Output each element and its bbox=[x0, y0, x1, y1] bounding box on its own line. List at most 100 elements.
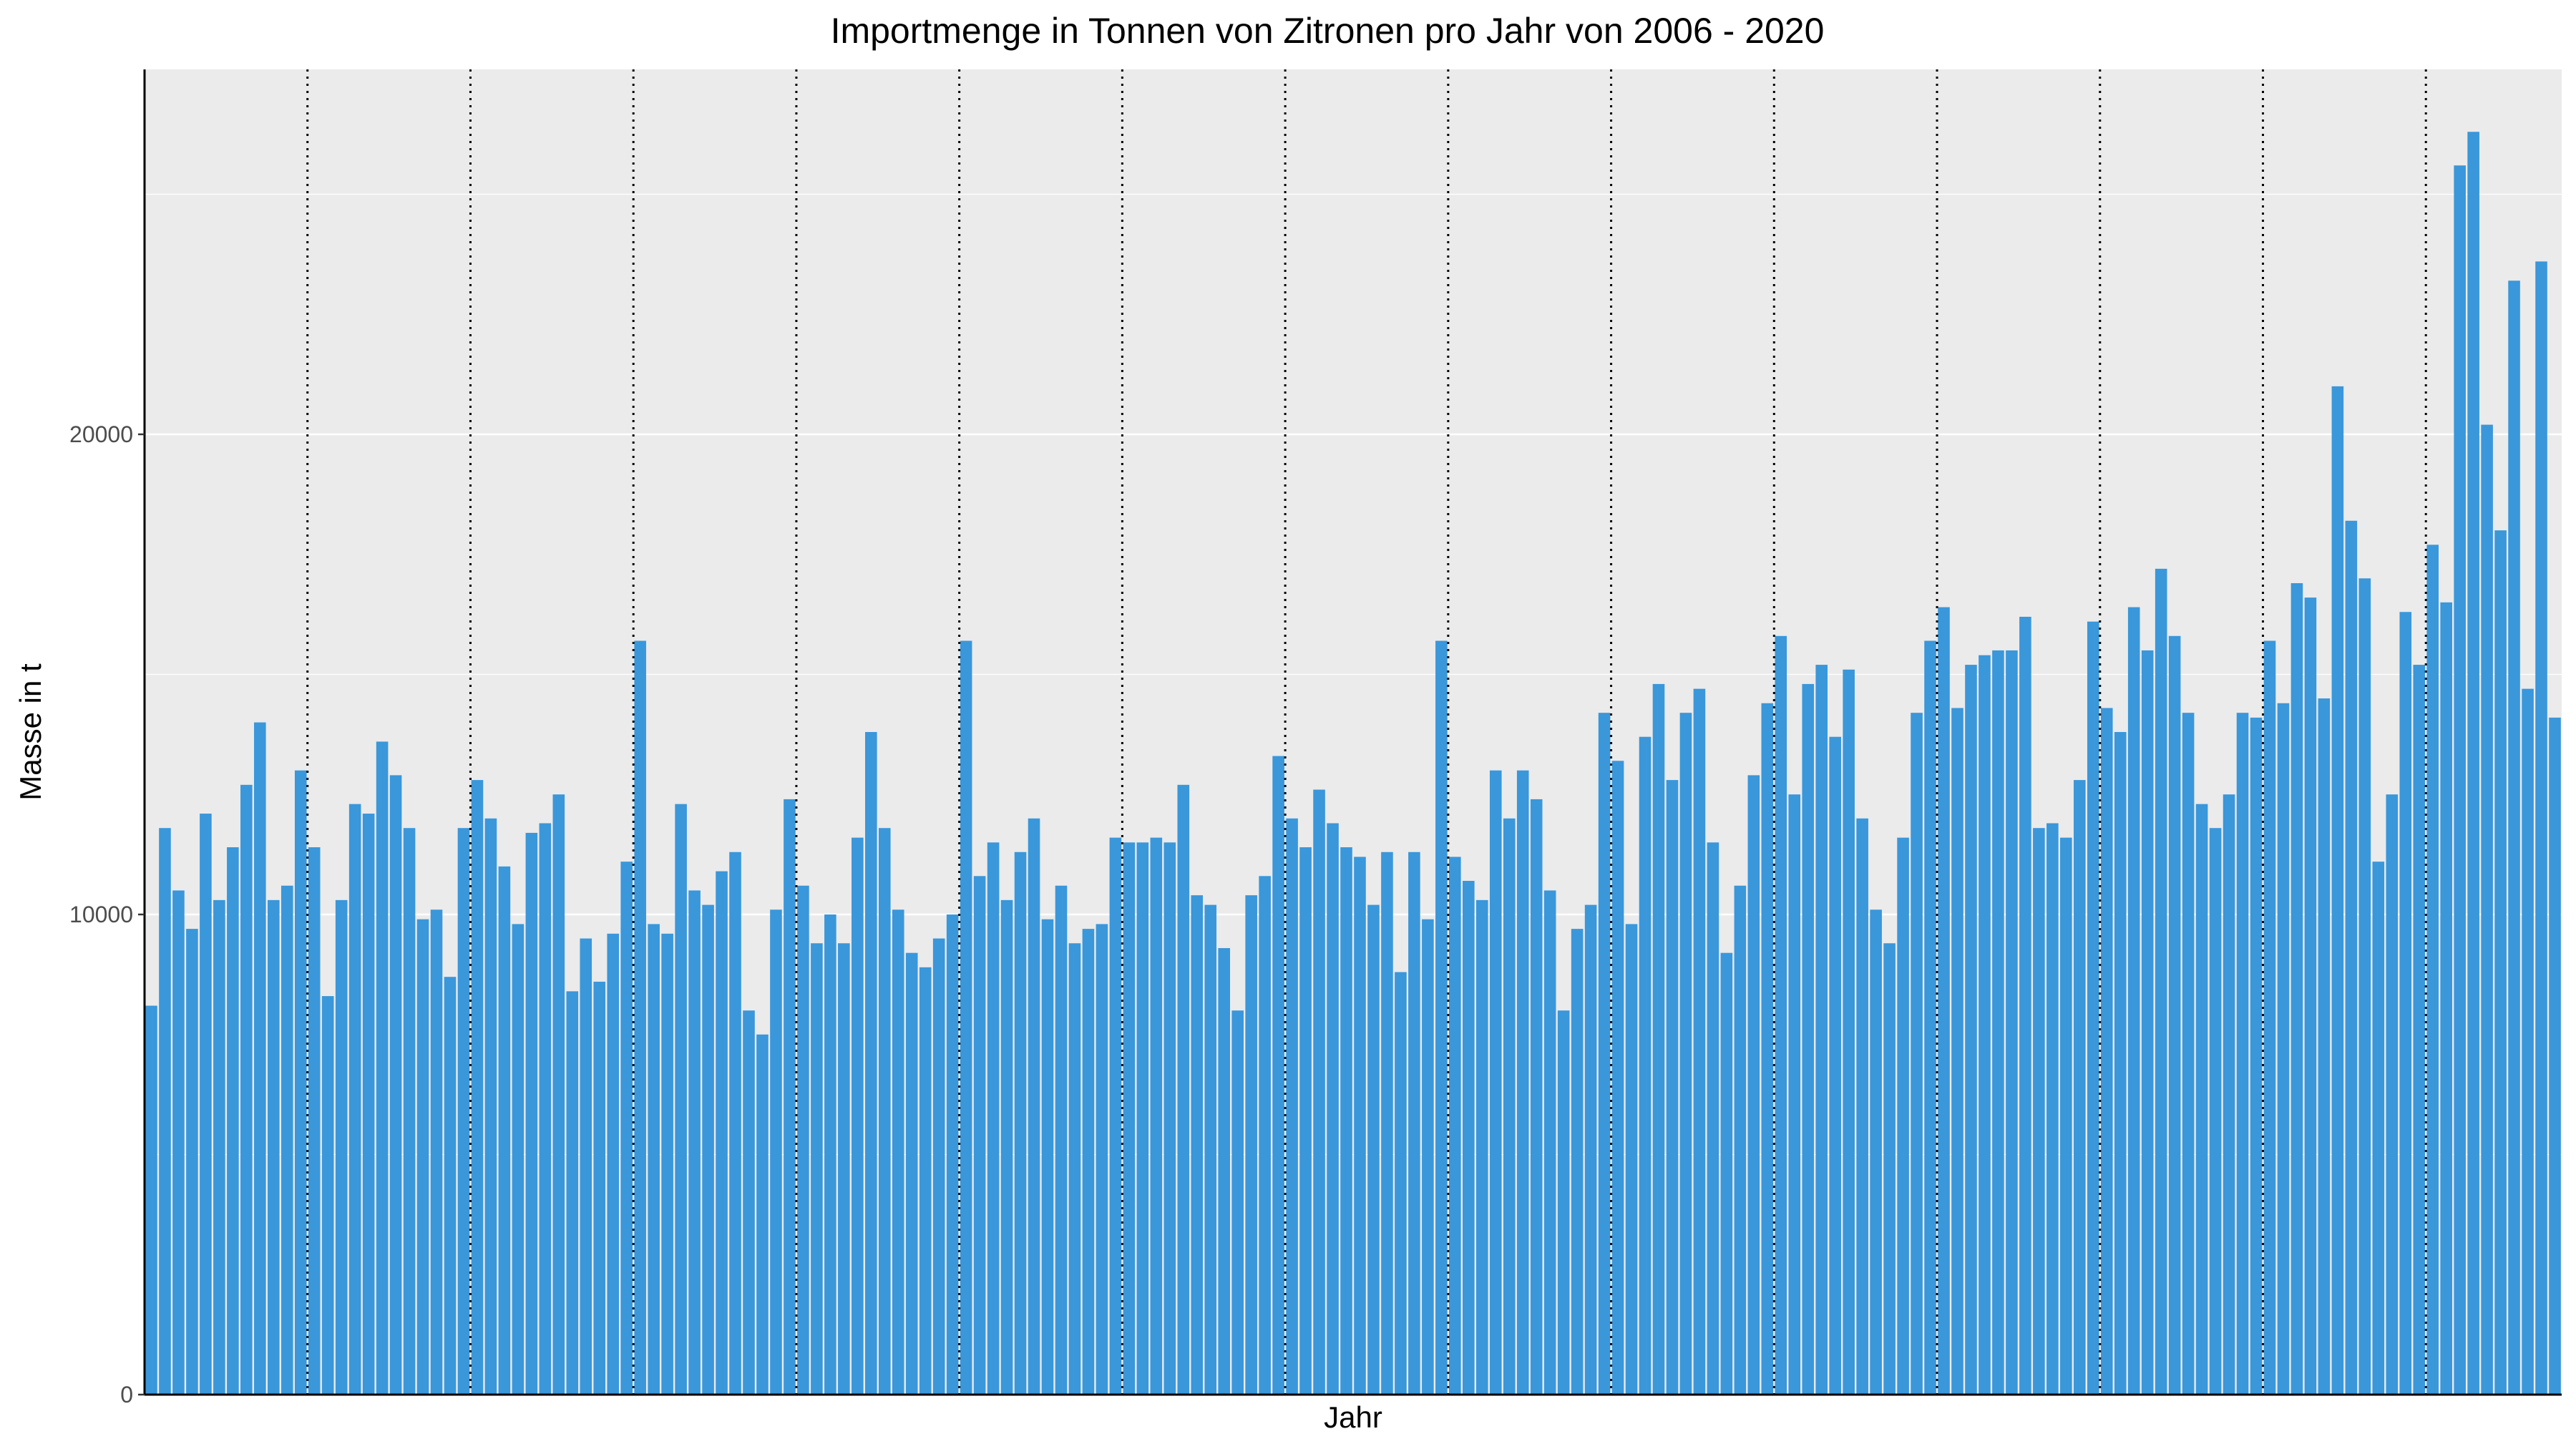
bar bbox=[1218, 947, 1231, 1395]
bar bbox=[1041, 919, 1054, 1395]
bar bbox=[2426, 545, 2439, 1395]
y-tick-label: 20000 bbox=[69, 421, 133, 447]
bar bbox=[416, 919, 429, 1395]
x-axis-label: Jahr bbox=[1324, 1400, 1382, 1434]
chart-title: Importmenge in Tonnen von Zitronen pro J… bbox=[831, 11, 1825, 51]
bar bbox=[2074, 780, 2086, 1395]
bar bbox=[1815, 665, 1828, 1395]
bar bbox=[892, 909, 904, 1395]
bar bbox=[932, 938, 945, 1395]
bar bbox=[172, 890, 185, 1395]
bar bbox=[2331, 386, 2344, 1395]
bar bbox=[1286, 818, 1298, 1395]
bar bbox=[797, 885, 809, 1395]
bar bbox=[1679, 713, 1692, 1395]
bar bbox=[2033, 828, 2045, 1395]
bar bbox=[756, 1034, 769, 1395]
bar bbox=[607, 933, 620, 1395]
bar bbox=[878, 828, 891, 1395]
bar bbox=[987, 842, 1000, 1395]
bar bbox=[852, 837, 864, 1395]
bar bbox=[2535, 261, 2547, 1395]
bar bbox=[1191, 895, 1204, 1395]
bar bbox=[1843, 669, 1855, 1395]
bar bbox=[2467, 132, 2479, 1395]
bar bbox=[729, 852, 741, 1395]
bar bbox=[784, 799, 796, 1395]
bar bbox=[2358, 578, 2371, 1395]
bar bbox=[811, 943, 823, 1395]
bar bbox=[1666, 780, 1679, 1395]
bar bbox=[2114, 732, 2127, 1395]
bar bbox=[213, 899, 225, 1395]
bar bbox=[1463, 881, 1475, 1395]
bar bbox=[1475, 899, 1488, 1395]
bar bbox=[865, 732, 877, 1395]
bar bbox=[1367, 904, 1380, 1395]
bar bbox=[430, 909, 443, 1395]
bar bbox=[1652, 683, 1665, 1395]
bar bbox=[2386, 794, 2399, 1395]
bar bbox=[1611, 761, 1624, 1395]
bar bbox=[1924, 640, 1936, 1395]
bar bbox=[2413, 665, 2426, 1395]
bar bbox=[1259, 876, 1271, 1395]
bar bbox=[2440, 602, 2452, 1395]
bar bbox=[484, 818, 497, 1395]
bar bbox=[2345, 520, 2358, 1395]
bar bbox=[2263, 640, 2276, 1395]
bar bbox=[1435, 640, 1448, 1395]
bar bbox=[1150, 837, 1163, 1395]
bar bbox=[1829, 736, 1841, 1395]
bar bbox=[471, 780, 484, 1395]
bar bbox=[1299, 847, 1312, 1395]
bar bbox=[1028, 818, 1040, 1395]
bar bbox=[1856, 818, 1868, 1395]
bar bbox=[770, 909, 782, 1395]
bar bbox=[1788, 794, 1801, 1395]
bar bbox=[905, 952, 918, 1395]
bar bbox=[1177, 784, 1190, 1395]
bar bbox=[2141, 650, 2154, 1395]
bar bbox=[566, 991, 579, 1395]
bar bbox=[240, 784, 253, 1395]
bar bbox=[2182, 713, 2195, 1395]
bar bbox=[634, 640, 646, 1395]
bar bbox=[1422, 919, 1434, 1395]
bar bbox=[1992, 650, 2004, 1395]
bar bbox=[1802, 683, 1815, 1395]
bar bbox=[1584, 904, 1597, 1395]
bar bbox=[2127, 607, 2140, 1395]
bar bbox=[1720, 952, 1733, 1395]
bar bbox=[1530, 799, 1543, 1395]
bar bbox=[1598, 713, 1611, 1395]
bar bbox=[2304, 597, 2317, 1395]
bar bbox=[2046, 823, 2059, 1395]
bar bbox=[321, 996, 334, 1395]
bar bbox=[2100, 708, 2113, 1395]
bar bbox=[1489, 770, 1502, 1395]
bar bbox=[2168, 635, 2181, 1395]
bar bbox=[1747, 775, 1760, 1395]
bar bbox=[743, 1010, 755, 1395]
bar bbox=[620, 862, 633, 1395]
bar bbox=[1625, 924, 1638, 1395]
bar bbox=[512, 924, 525, 1395]
bar bbox=[335, 899, 348, 1395]
bar bbox=[580, 938, 592, 1395]
bar bbox=[919, 967, 932, 1395]
bar bbox=[1381, 852, 1393, 1395]
bar bbox=[1000, 899, 1013, 1395]
bar bbox=[2318, 698, 2331, 1395]
bar bbox=[946, 914, 959, 1395]
bar bbox=[824, 914, 836, 1395]
bar bbox=[159, 828, 171, 1395]
bar bbox=[716, 871, 728, 1395]
bar bbox=[1123, 842, 1136, 1395]
bar bbox=[1870, 909, 1882, 1395]
bar bbox=[661, 933, 673, 1395]
bar bbox=[1571, 929, 1584, 1395]
bar bbox=[280, 885, 293, 1395]
bar bbox=[2155, 568, 2167, 1395]
